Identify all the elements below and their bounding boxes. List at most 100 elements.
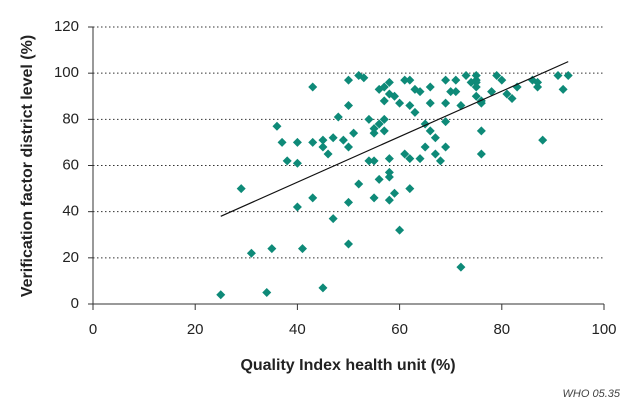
point: [216, 290, 226, 300]
x-tick-label: 80: [493, 321, 510, 338]
point: [374, 119, 384, 129]
point: [451, 75, 461, 85]
point: [267, 244, 277, 254]
point: [405, 75, 415, 85]
y-axis-label: Verification factor district level (%): [19, 35, 36, 297]
point: [384, 195, 394, 205]
point: [425, 82, 435, 92]
point: [415, 154, 425, 164]
point: [333, 112, 343, 122]
point: [262, 287, 272, 297]
point: [379, 82, 389, 92]
point: [420, 142, 430, 152]
x-tick-label: 100: [591, 321, 616, 338]
point: [344, 142, 353, 152]
point: [395, 225, 405, 235]
point: [379, 126, 389, 136]
point: [354, 179, 364, 189]
point: [405, 100, 415, 110]
point: [374, 174, 384, 184]
point: [476, 126, 486, 136]
y-tick-label: 60: [62, 156, 79, 173]
point: [364, 156, 374, 166]
point: [471, 82, 481, 92]
point: [441, 75, 451, 85]
point: [359, 73, 369, 83]
point: [476, 149, 486, 159]
point: [471, 77, 481, 87]
source-note: WHO 05.35: [563, 388, 621, 400]
point: [538, 135, 548, 145]
y-tick-label: 120: [54, 18, 79, 35]
y-tick-label: 100: [54, 64, 79, 81]
y-tick-label: 40: [62, 203, 79, 220]
point: [379, 114, 389, 124]
point: [451, 87, 461, 97]
x-tick-label: 0: [89, 321, 97, 338]
point: [405, 154, 415, 164]
point: [415, 87, 425, 97]
point: [369, 156, 379, 166]
point: [328, 133, 338, 143]
point: [471, 91, 481, 101]
point: [349, 128, 359, 138]
point: [400, 75, 410, 85]
point: [389, 91, 399, 101]
point: [379, 96, 389, 106]
point: [384, 154, 394, 164]
point: [364, 114, 374, 124]
point: [318, 135, 328, 145]
point: [553, 70, 563, 80]
point: [308, 82, 318, 92]
point: [502, 89, 512, 99]
y-tick-label: 20: [62, 249, 79, 266]
point: [272, 121, 282, 131]
point: [430, 133, 440, 143]
point: [410, 107, 420, 117]
y-tick-label: 80: [62, 110, 79, 127]
point: [282, 156, 292, 166]
point: [395, 98, 405, 108]
point: [507, 94, 517, 104]
point: [533, 82, 543, 92]
point: [461, 70, 471, 80]
point: [384, 77, 394, 87]
point: [497, 75, 507, 85]
point: [318, 283, 328, 293]
point: [405, 184, 415, 194]
x-tick-label: 40: [289, 321, 306, 338]
point: [441, 142, 451, 152]
point: [298, 244, 308, 254]
point: [384, 172, 394, 182]
point: [318, 142, 328, 152]
point: [425, 126, 435, 136]
point: [446, 87, 456, 97]
point: [492, 70, 502, 80]
point: [533, 77, 543, 87]
point: [369, 128, 379, 138]
point: [471, 70, 481, 80]
point: [328, 214, 338, 224]
point: [384, 167, 394, 177]
point: [430, 149, 440, 159]
point: [292, 137, 302, 147]
point: [435, 156, 445, 166]
x-tick-label: 20: [187, 321, 204, 338]
point: [441, 117, 451, 127]
point: [308, 137, 318, 147]
point: [292, 202, 302, 212]
point: [344, 197, 353, 207]
x-axis-label: Quality Index health unit (%): [240, 357, 455, 374]
point: [323, 149, 333, 159]
point: [236, 184, 246, 194]
point: [456, 262, 466, 272]
point: [277, 137, 287, 147]
point: [338, 135, 348, 145]
y-tick-label: 0: [71, 295, 79, 312]
point: [558, 84, 568, 94]
point: [441, 98, 451, 108]
point: [400, 149, 410, 159]
point: [246, 248, 256, 258]
point: [344, 100, 353, 110]
